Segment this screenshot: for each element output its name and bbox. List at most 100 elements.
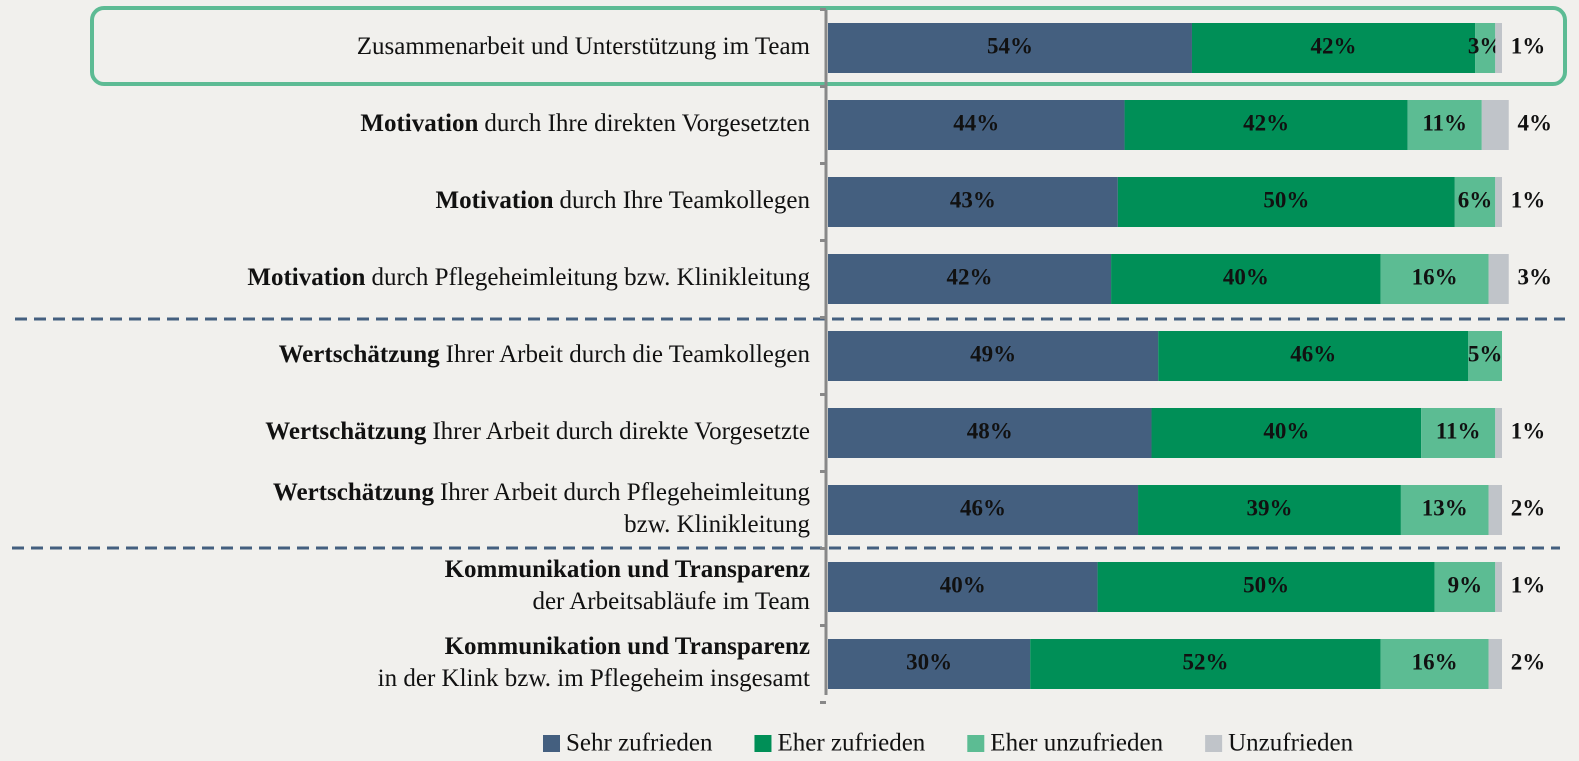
value-label: 11% [1422,110,1467,135]
category-label-run: Kommunikation und Transparenz [445,633,810,660]
bar-segment [1380,254,1489,304]
legend-label: Eher zufrieden [777,730,925,757]
category-label: Kommunikation und Transparenz [445,556,810,583]
category-label-run: Ihrer Arbeit durch die Teamkollegen [446,341,811,368]
bar-segment [1468,331,1502,381]
bar-segment [828,254,1112,304]
bar-segment [828,23,1192,73]
category-label-run: Ihrer Arbeit durch direkte Vorgesetzte [432,418,810,445]
category-label-run: Motivation [247,264,365,291]
value-label: 4% [1517,110,1552,135]
bar-segment [828,177,1118,227]
category-label: Wertschätzung Ihrer Arbeit durch Pflegehe… [273,479,811,506]
category-label: Kommunikation und Transparenz [445,633,810,660]
bar-segment [1488,254,1509,304]
category-label-run: durch Pflegeheimleitung bzw. Klinikleitu… [371,264,810,291]
bar-segment [1097,562,1435,612]
bar-segment [828,100,1125,150]
bar-segment [1030,639,1381,689]
category-label: Motivation durch Ihre Teamkollegen [435,187,810,214]
legend-label: Eher unzufrieden [990,730,1163,757]
value-label: 3% [1517,264,1552,289]
value-label: 1% [1511,33,1546,58]
value-label: 54% [987,33,1033,58]
value-label: 13% [1422,495,1468,520]
category-label: Motivation durch Pflegeheimleitung bzw. K… [247,264,810,291]
bar-segment [1488,485,1502,535]
category-label-run: der Arbeitsabläufe im Team [532,588,810,615]
value-label: 46% [1290,341,1336,366]
value-label: 6% [1458,187,1493,212]
bar-segment [828,331,1159,381]
bar-segment [1495,562,1502,612]
value-label: 11% [1436,418,1481,443]
bar-segment [828,485,1139,535]
category-label: der Arbeitsabläufe im Team [532,588,810,615]
value-label: 1% [1511,187,1546,212]
category-label-run: Zusammenarbeit und Unterstützung im Team [357,33,811,60]
bar-segment [1488,639,1502,689]
category-label: in der Klink bzw. im Pflegeheim insgesam… [378,665,810,692]
legend-swatch [754,735,772,752]
value-label: 2% [1511,649,1546,674]
category-label-run: bzw. Klinikleitung [624,511,810,538]
legend-label: Sehr zufrieden [566,730,713,757]
bar-segment [1117,177,1455,227]
bar-segment [828,408,1152,458]
value-label: 1% [1511,572,1546,597]
category-label-run: Ihrer Arbeit durch Pflegeheimleitung [440,479,811,506]
value-label: 1% [1511,418,1546,443]
category-label: Motivation durch Ihre direkten Vorgesetzt… [360,110,810,137]
value-label: 42% [947,264,993,289]
bar-segment [828,639,1031,689]
value-label: 46% [960,495,1006,520]
bar-segment [1111,254,1381,304]
bar-segment [1158,331,1469,381]
bar-segment [1495,23,1502,73]
value-label: 50% [1263,187,1309,212]
value-label: 39% [1246,495,1292,520]
category-label: bzw. Klinikleitung [624,511,810,538]
category-label: Zusammenarbeit und Unterstützung im Team [357,33,811,60]
bar-segment [1151,408,1422,458]
value-label: 49% [970,341,1016,366]
bar-segment [1434,562,1496,612]
value-label: 40% [1223,264,1269,289]
bar-segment [1407,100,1482,150]
legend-swatch [543,735,560,752]
value-label: 42% [1311,33,1357,58]
legend-label: Unzufrieden [1228,730,1353,757]
category-label-run: durch Ihre Teamkollegen [560,187,811,214]
value-label: 42% [1243,110,1289,135]
bar-segment [1138,485,1401,535]
highlight-box [90,6,1567,86]
category-label-run: Wertschätzung [273,479,435,506]
bar-segment [1191,23,1476,73]
category-label: Wertschätzung Ihrer Arbeit durch direkte … [265,418,810,445]
bar-segment [1475,23,1496,73]
category-label-run: Motivation [435,187,553,214]
bar-segment [1495,408,1502,458]
legend-swatch [967,735,985,752]
bar-segment [1481,100,1509,150]
value-label: 44% [953,110,999,135]
value-label: 52% [1182,649,1228,674]
bar-segment [1400,485,1489,535]
category-label-run: Kommunikation und Transparenz [445,556,810,583]
value-label: 43% [950,187,996,212]
value-label: 50% [1243,572,1289,597]
value-label: 16% [1412,264,1458,289]
legend-swatch [1205,735,1223,752]
category-label-run: Motivation [360,110,478,137]
value-label: 40% [1263,418,1309,443]
bar-segment [1124,100,1408,150]
value-label: 16% [1412,649,1458,674]
category-label-run: in der Klink bzw. im Pflegeheim insgesam… [378,665,810,692]
value-label: 5% [1468,341,1503,366]
value-label: 30% [906,649,952,674]
category-label-run: Wertschätzung [265,418,427,445]
value-label: 40% [940,572,986,597]
bar-segment [1454,177,1496,227]
bar-segment [1421,408,1496,458]
